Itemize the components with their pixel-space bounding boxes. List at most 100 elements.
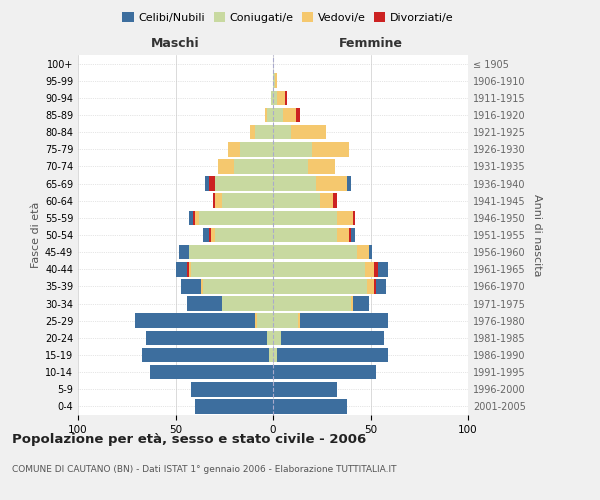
Bar <box>273 279 367 293</box>
Bar <box>320 194 334 208</box>
Bar <box>187 296 223 311</box>
Bar <box>368 245 373 260</box>
Text: Femmine: Femmine <box>338 37 403 50</box>
Bar <box>273 159 308 174</box>
Bar <box>199 210 273 225</box>
Bar <box>379 262 388 276</box>
Bar <box>201 279 203 293</box>
Bar <box>367 279 374 293</box>
Bar <box>273 382 337 396</box>
Bar <box>228 142 240 156</box>
Bar <box>353 210 355 225</box>
Bar <box>351 228 355 242</box>
Bar <box>215 194 223 208</box>
Bar <box>257 314 273 328</box>
Bar <box>193 210 195 225</box>
Bar <box>205 176 209 191</box>
Legend: Celibi/Nubili, Coniugati/e, Vedovi/e, Divorziati/e: Celibi/Nubili, Coniugati/e, Vedovi/e, Di… <box>118 8 458 28</box>
Bar <box>189 262 191 276</box>
Bar <box>273 108 283 122</box>
Bar <box>273 228 337 242</box>
Bar <box>337 228 349 242</box>
Bar <box>376 279 386 293</box>
Bar <box>334 194 337 208</box>
Bar <box>296 108 300 122</box>
Bar <box>316 176 347 191</box>
Text: COMUNE DI CAUTANO (BN) - Dati ISTAT 1° gennaio 2006 - Elaborazione TUTTITALIA.IT: COMUNE DI CAUTANO (BN) - Dati ISTAT 1° g… <box>12 466 397 474</box>
Bar <box>308 159 335 174</box>
Bar <box>223 194 273 208</box>
Bar <box>273 399 347 413</box>
Bar <box>195 210 199 225</box>
Bar <box>215 228 273 242</box>
Bar <box>273 210 337 225</box>
Bar <box>211 228 215 242</box>
Bar <box>298 314 301 328</box>
Bar <box>347 176 351 191</box>
Bar <box>277 348 388 362</box>
Bar <box>187 262 189 276</box>
Bar <box>150 365 273 380</box>
Bar <box>374 262 378 276</box>
Bar <box>273 262 365 276</box>
Bar <box>301 314 388 328</box>
Bar <box>267 330 273 345</box>
Bar <box>353 296 368 311</box>
Y-axis label: Anni di nascita: Anni di nascita <box>532 194 542 276</box>
Bar <box>283 108 296 122</box>
Bar <box>273 296 351 311</box>
Bar <box>285 90 287 105</box>
Bar <box>191 382 273 396</box>
Bar <box>275 74 277 88</box>
Bar <box>265 108 267 122</box>
Bar <box>273 245 357 260</box>
Bar <box>337 210 353 225</box>
Bar <box>189 210 193 225</box>
Bar <box>357 245 368 260</box>
Bar <box>176 262 187 276</box>
Bar <box>209 176 215 191</box>
Bar <box>269 348 273 362</box>
Bar <box>273 365 376 380</box>
Bar <box>189 245 273 260</box>
Bar <box>267 108 273 122</box>
Bar <box>134 314 256 328</box>
Bar <box>273 90 277 105</box>
Y-axis label: Fasce di età: Fasce di età <box>31 202 41 268</box>
Bar <box>273 314 298 328</box>
Text: Popolazione per età, sesso e stato civile - 2006: Popolazione per età, sesso e stato civil… <box>12 432 366 446</box>
Bar <box>195 399 273 413</box>
Bar <box>181 279 201 293</box>
Bar <box>256 125 273 140</box>
Bar <box>349 228 351 242</box>
Bar <box>142 348 269 362</box>
Bar <box>146 330 267 345</box>
Bar <box>215 176 273 191</box>
Bar <box>256 314 257 328</box>
Bar <box>273 330 281 345</box>
Bar <box>281 330 384 345</box>
Bar <box>273 125 290 140</box>
Bar <box>273 176 316 191</box>
Bar <box>351 296 353 311</box>
Bar <box>212 194 215 208</box>
Bar <box>277 90 285 105</box>
Bar <box>273 74 275 88</box>
Bar <box>203 279 273 293</box>
Bar <box>234 159 273 174</box>
Bar <box>179 245 189 260</box>
Bar <box>223 296 273 311</box>
Bar <box>218 159 234 174</box>
Bar <box>290 125 326 140</box>
Bar <box>273 194 320 208</box>
Bar <box>203 228 209 242</box>
Bar <box>271 90 273 105</box>
Bar <box>191 262 273 276</box>
Bar <box>365 262 374 276</box>
Bar <box>273 142 312 156</box>
Bar <box>374 279 376 293</box>
Bar <box>209 228 211 242</box>
Bar <box>273 348 277 362</box>
Text: Maschi: Maschi <box>151 37 200 50</box>
Bar <box>250 125 256 140</box>
